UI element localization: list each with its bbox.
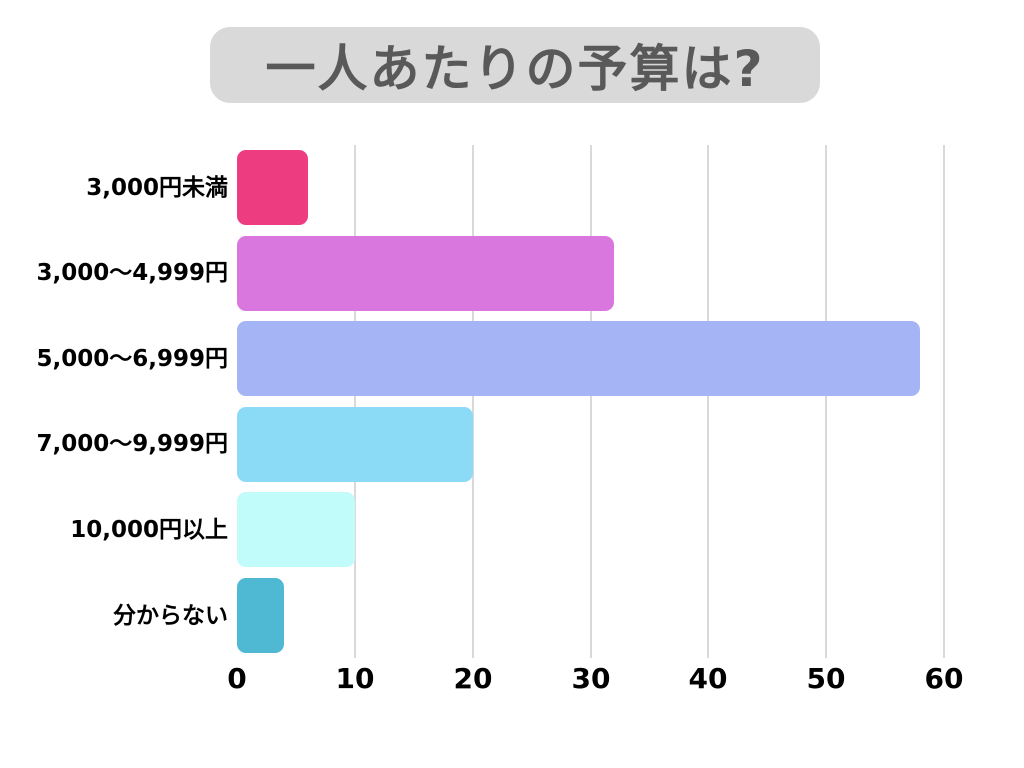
x-tick-label: 10	[335, 662, 375, 695]
category-label: 5,000〜6,999円	[36, 346, 228, 372]
category-label: 3,000〜4,999円	[36, 260, 228, 286]
gridline-50	[825, 145, 827, 658]
chart-title: 一人あたりの予算は?	[265, 40, 765, 98]
gridline-30	[590, 145, 592, 658]
bar	[237, 236, 614, 311]
bar	[237, 578, 284, 653]
bar	[237, 150, 308, 225]
category-label: 10,000円以上	[70, 517, 228, 543]
chart-title-pill: 一人あたりの予算は?	[210, 27, 820, 103]
x-tick-label: 40	[688, 662, 728, 695]
category-label: 7,000〜9,999円	[36, 431, 228, 457]
gridline-60	[943, 145, 945, 658]
x-tick-label: 30	[571, 662, 611, 695]
bar	[237, 407, 473, 482]
gridline-40	[707, 145, 709, 658]
bar	[237, 492, 355, 567]
x-tick-label: 0	[227, 662, 247, 695]
gridline-20	[472, 145, 474, 658]
category-label: 3,000円未満	[86, 175, 228, 201]
plot-area	[237, 145, 945, 658]
gridline-10	[354, 145, 356, 658]
x-tick-label: 60	[924, 662, 964, 695]
bar	[237, 321, 920, 396]
category-label: 分からない	[113, 603, 228, 629]
x-tick-label: 20	[453, 662, 493, 695]
x-tick-label: 50	[806, 662, 846, 695]
